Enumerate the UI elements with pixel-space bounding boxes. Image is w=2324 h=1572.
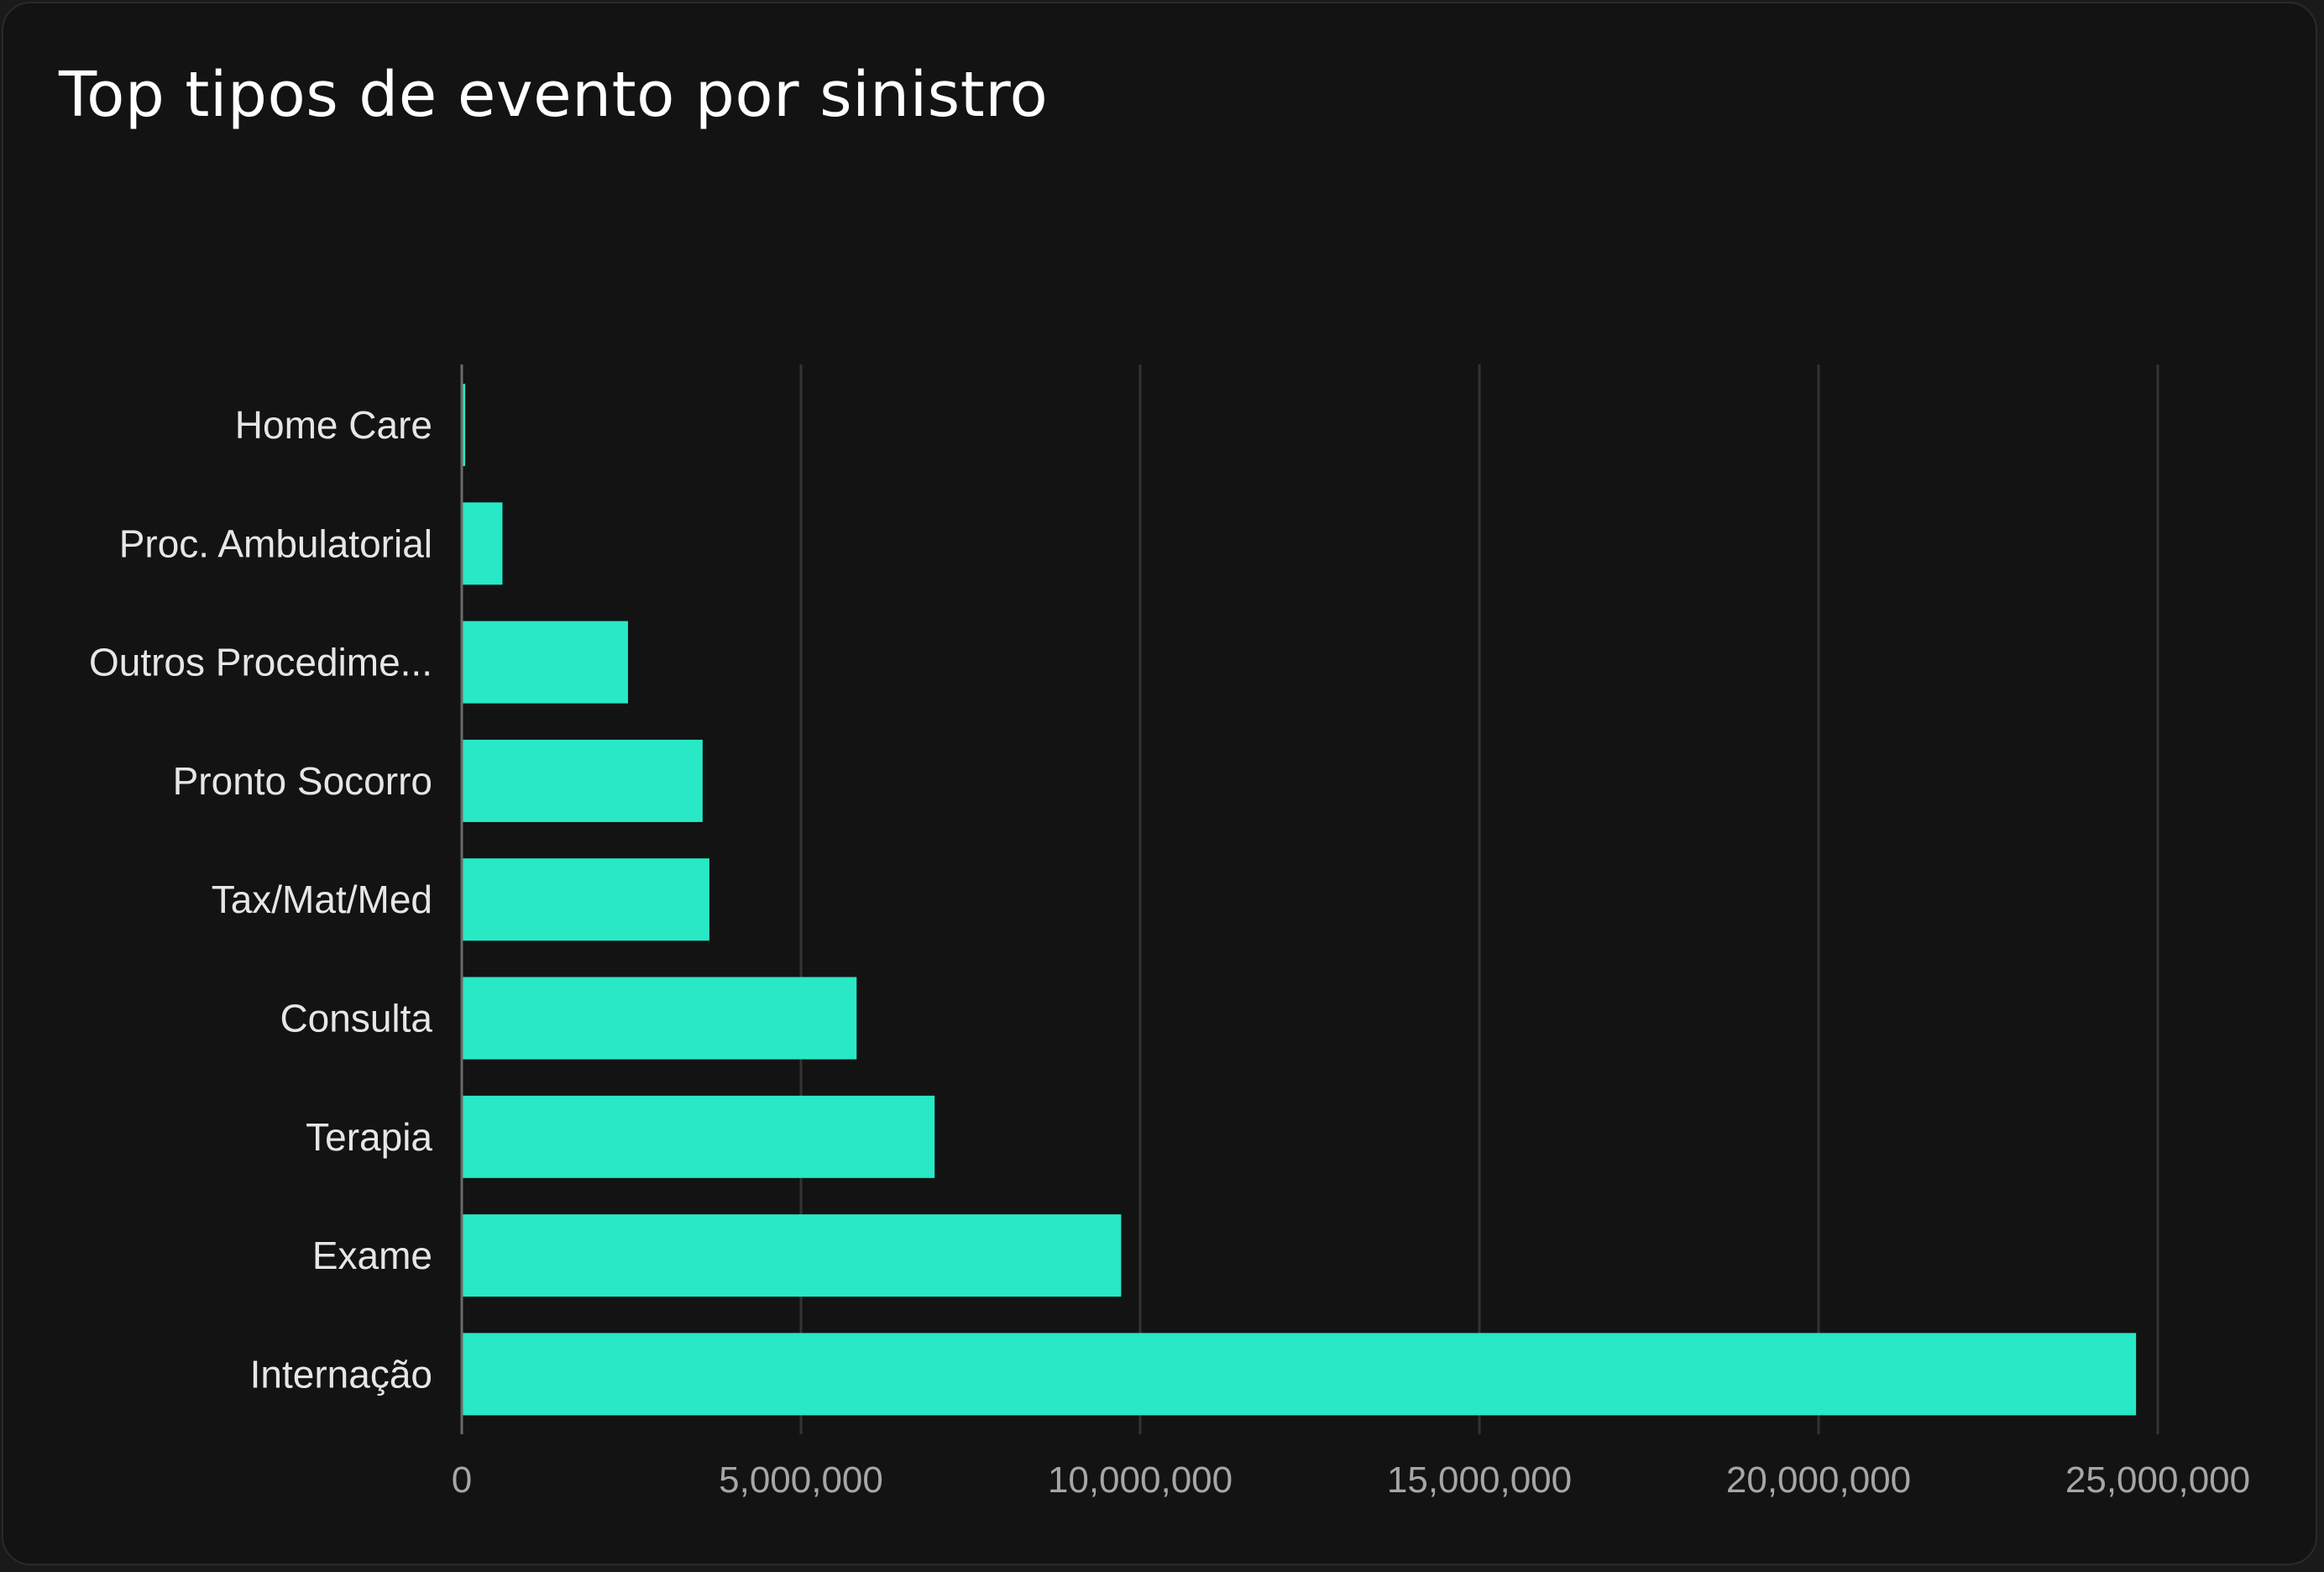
bar-8 <box>462 1333 2137 1416</box>
bar-5 <box>462 977 857 1060</box>
category-label-3: Pronto Socorro <box>173 759 432 803</box>
bar-6 <box>462 1095 935 1178</box>
category-label-5: Consulta <box>280 997 432 1040</box>
category-label-0: Home Care <box>235 403 432 447</box>
x-tick-label-5: 25,000,000 <box>2065 1459 2250 1501</box>
category-labels: Home Care Proc. Ambulatorial Outros Proced… <box>89 403 432 1396</box>
x-tick-label-1: 5,000,000 <box>719 1459 883 1501</box>
category-label-8: Internação <box>250 1352 432 1396</box>
x-tick-label-4: 20,000,000 <box>1726 1459 1911 1501</box>
category-label-6: Terapia <box>306 1115 432 1159</box>
category-label-1: Proc. Ambulatorial <box>119 521 432 565</box>
category-label-4: Tax/Mat/Med <box>212 878 432 921</box>
bar-2 <box>462 621 628 704</box>
bar-7 <box>462 1214 1122 1297</box>
category-label-2: Outros Procedime... <box>89 641 432 684</box>
grid-lines <box>799 364 2159 1434</box>
bars <box>462 384 2137 1416</box>
chart-title: Top tipos de evento por sinistro <box>59 59 1049 131</box>
x-tick-labels: 0 5,000,000 10,000,000 15,000,000 20,000,000… <box>452 1459 2250 1501</box>
category-label-7: Exame <box>312 1234 432 1277</box>
bar-0 <box>462 384 466 466</box>
x-tick-label-0: 0 <box>452 1459 472 1501</box>
x-tick-label-3: 15,000,000 <box>1387 1459 1572 1501</box>
x-tick-label-2: 10,000,000 <box>1048 1459 1233 1501</box>
bar-4 <box>462 858 709 941</box>
bar-1 <box>462 502 503 585</box>
bar-3 <box>462 739 703 822</box>
